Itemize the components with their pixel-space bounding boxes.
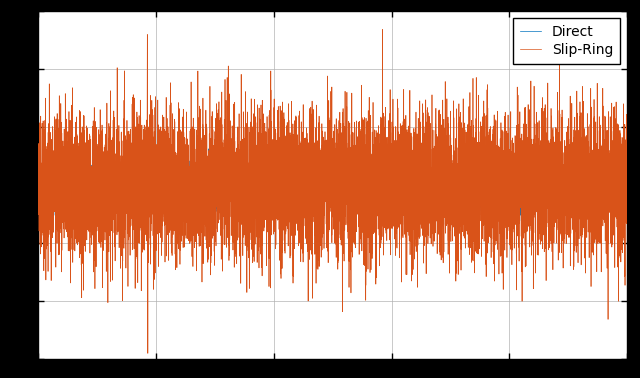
Direct xyxy=(205,147,212,151)
Slip-Ring xyxy=(144,351,152,356)
Slip-Ring xyxy=(592,188,600,192)
Slip-Ring xyxy=(70,173,77,177)
Slip-Ring xyxy=(35,206,42,211)
Line: Direct: Direct xyxy=(38,149,627,222)
Direct xyxy=(623,177,631,181)
Direct xyxy=(150,183,157,188)
Slip-Ring xyxy=(379,27,387,32)
Direct xyxy=(59,180,67,184)
Direct xyxy=(70,187,77,192)
Direct xyxy=(35,178,42,183)
Slip-Ring xyxy=(323,201,330,206)
Slip-Ring xyxy=(623,239,631,244)
Slip-Ring xyxy=(150,182,157,186)
Legend: Direct, Slip-Ring: Direct, Slip-Ring xyxy=(513,18,620,64)
Direct xyxy=(323,177,330,181)
Slip-Ring xyxy=(59,183,67,187)
Direct xyxy=(610,219,618,224)
Line: Slip-Ring: Slip-Ring xyxy=(38,29,627,353)
Direct xyxy=(592,179,600,184)
Direct xyxy=(37,190,45,194)
Slip-Ring xyxy=(37,179,45,183)
